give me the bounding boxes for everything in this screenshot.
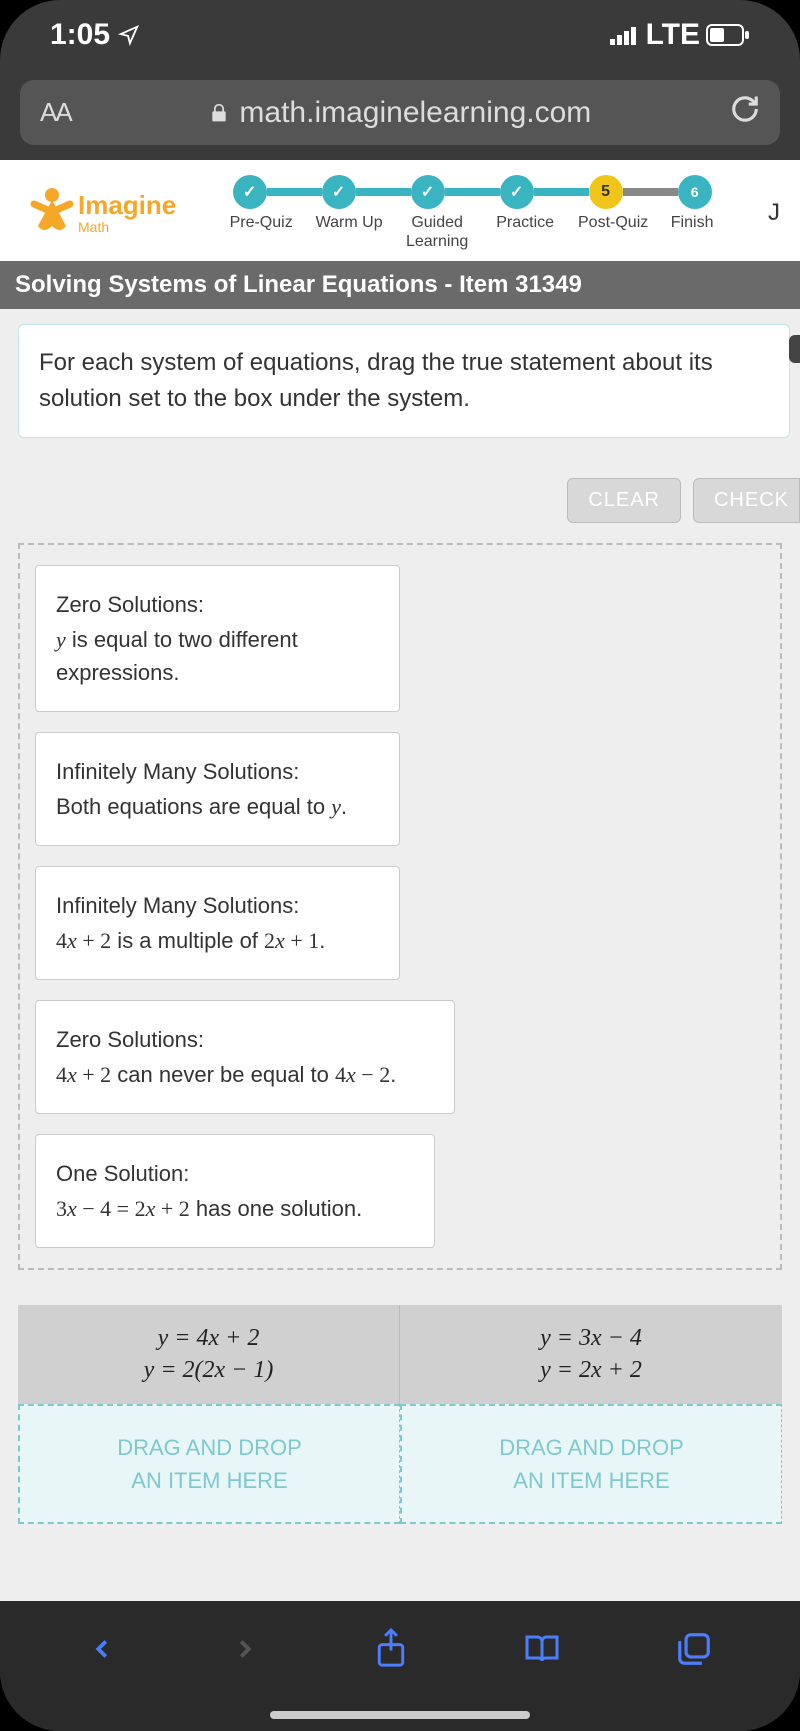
progress-steps: ✓ ✓ ✓ ✓ 5 6 Pre-Quiz Warm Up Guided Lear… [196,175,748,251]
card-body: 4x + 2 is a multiple of 2x + 1. [56,924,379,957]
card-title: Zero Solutions: [56,1023,434,1056]
step-label: Pre-Quiz [217,213,305,251]
clear-button[interactable]: CLEAR [567,478,681,523]
card-body: 3x − 4 = 2x + 2 has one solution. [56,1192,414,1225]
tabs-icon [675,1630,713,1668]
step-connector [534,188,589,196]
status-time: 1:05 [50,18,140,52]
card-title: Infinitely Many Solutions: [56,755,379,788]
instruction-tab[interactable] [789,335,800,363]
share-icon [373,1627,409,1671]
refresh-icon [730,94,760,124]
step-dots: ✓ ✓ ✓ ✓ 5 6 [233,175,712,209]
answer-card[interactable]: Zero Solutions: 4x + 2 can never be equa… [35,1000,455,1114]
logo-main: Imagine [78,192,176,218]
drop-placeholder: DRAG AND DROP [412,1431,771,1464]
chevron-right-icon [230,1629,260,1669]
network-label: LTE [646,18,700,52]
step-label: Post-Quiz [569,213,657,251]
status-bar: 1:05 LTE [0,0,800,70]
step-dot-1: ✓ [233,175,267,209]
bookmarks-button[interactable] [522,1631,562,1677]
answer-card[interactable]: Zero Solutions: y is equal to two differ… [35,565,400,712]
step-dot-2: ✓ [322,175,356,209]
card-title: Zero Solutions: [56,588,379,621]
drop-column-1: y = 4x + 2 y = 2(2x − 1) DRAG AND DROP A… [18,1305,400,1523]
card-body: Both equations are equal to y. [56,790,379,823]
card-title: One Solution: [56,1157,414,1190]
back-button[interactable] [87,1629,117,1679]
step-connector [267,188,322,196]
app-header: Imagine Math ✓ ✓ ✓ ✓ 5 6 [0,160,800,261]
step-dot-4: ✓ [500,175,534,209]
url-text: math.imaginelearning.com [239,96,591,130]
drop-target-1[interactable]: DRAG AND DROP AN ITEM HERE [18,1404,400,1524]
step-dot-5: 5 [589,175,623,209]
step-labels: Pre-Quiz Warm Up Guided Learning Practic… [217,213,727,251]
battery-icon [706,24,750,46]
home-indicator[interactable] [270,1711,530,1719]
instruction-box: For each system of equations, drag the t… [18,324,790,438]
url-bar[interactable]: AA math.imaginelearning.com [20,80,780,145]
drop-zones: y = 4x + 2 y = 2(2x − 1) DRAG AND DROP A… [18,1305,782,1523]
card-body: 4x + 2 can never be equal to 4x − 2. [56,1058,434,1091]
header-extra: J [768,199,780,227]
logo-icon [30,186,74,240]
step-dot-3: ✓ [411,175,445,209]
url-display[interactable]: math.imaginelearning.com [71,96,730,130]
tabs-button[interactable] [675,1630,713,1678]
lesson-title-bar: Solving Systems of Linear Equations - It… [0,261,800,309]
signal-icon [610,25,640,45]
book-icon [522,1631,562,1667]
instruction-text: For each system of equations, drag the t… [39,349,713,412]
check-button[interactable]: CHECK [693,478,800,523]
step-label: Practice [481,213,569,251]
step-label: Guided Learning [393,213,481,251]
time-text: 1:05 [50,18,110,52]
step-label: Finish [657,213,727,251]
step-connector [445,188,500,196]
logo[interactable]: Imagine Math [30,186,176,240]
answer-card[interactable]: Infinitely Many Solutions: Both equation… [35,732,400,846]
system-header: y = 4x + 2 y = 2(2x − 1) [18,1305,400,1403]
system-header: y = 3x − 4 y = 2x + 2 [400,1305,782,1403]
action-buttons: CLEAR CHECK [0,448,800,543]
drop-placeholder: DRAG AND DROP [30,1431,389,1464]
location-icon [118,24,140,46]
step-connector [356,188,411,196]
refresh-button[interactable] [730,94,760,132]
answer-card[interactable]: Infinitely Many Solutions: 4x + 2 is a m… [35,866,400,980]
logo-text: Imagine Math [78,192,176,234]
drop-placeholder: AN ITEM HERE [30,1464,389,1497]
step-connector [623,188,678,196]
phone-frame: 1:05 LTE AA math.imaginelearning.com [0,0,800,1731]
page-content: Imagine Math ✓ ✓ ✓ ✓ 5 6 [0,160,800,1605]
card-body: y is equal to two different expressions. [56,623,379,689]
share-button[interactable] [373,1627,409,1681]
status-indicators: LTE [610,18,750,52]
drop-target-2[interactable]: DRAG AND DROP AN ITEM HERE [400,1404,782,1524]
logo-sub: Math [78,220,176,234]
card-title: Infinitely Many Solutions: [56,889,379,922]
lock-icon [209,101,229,125]
drop-column-2: y = 3x − 4 y = 2x + 2 DRAG AND DROP AN I… [400,1305,782,1523]
answer-card[interactable]: One Solution: 3x − 4 = 2x + 2 has one so… [35,1134,435,1248]
text-size-button[interactable]: AA [40,97,71,128]
step-label: Warm Up [305,213,393,251]
chevron-left-icon [87,1629,117,1669]
drop-placeholder: AN ITEM HERE [412,1464,771,1497]
step-dot-6: 6 [678,175,712,209]
forward-button [230,1629,260,1679]
drag-source-area: Zero Solutions: y is equal to two differ… [18,543,782,1270]
